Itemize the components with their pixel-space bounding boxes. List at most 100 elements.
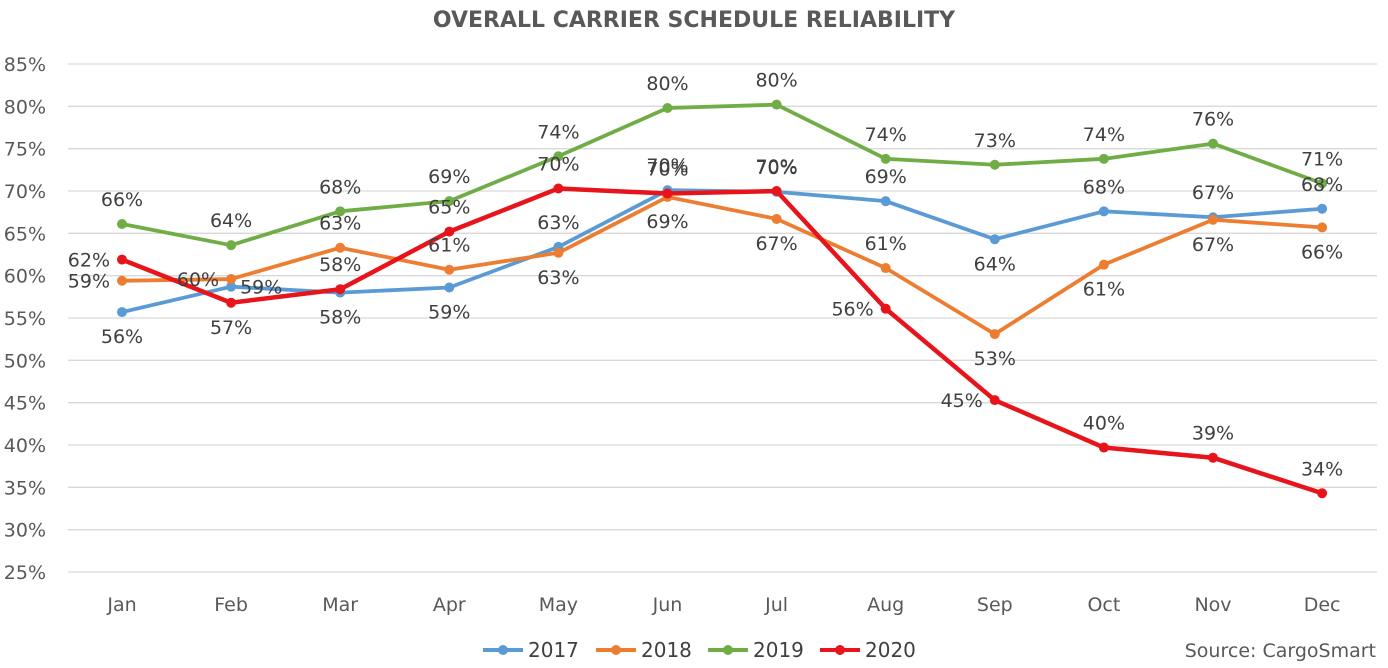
data-point bbox=[989, 329, 1000, 340]
y-tick-label: 60% bbox=[4, 266, 46, 288]
data-point bbox=[880, 196, 891, 207]
data-label: 67% bbox=[1192, 182, 1234, 204]
data-point bbox=[1098, 259, 1109, 270]
data-label: 74% bbox=[537, 121, 579, 143]
data-label: 66% bbox=[1301, 241, 1343, 263]
data-point bbox=[1317, 222, 1328, 233]
data-label: 64% bbox=[974, 253, 1016, 275]
data-label: 74% bbox=[865, 124, 907, 146]
data-point bbox=[335, 284, 346, 295]
data-label: 69% bbox=[646, 211, 688, 233]
legend-swatch-marker bbox=[835, 645, 845, 655]
series-2017 bbox=[117, 185, 1328, 318]
legend-item-2019: 2019 bbox=[708, 638, 804, 662]
data-label: 59% bbox=[240, 277, 282, 299]
legend-swatch-marker bbox=[498, 645, 508, 655]
data-label: 61% bbox=[428, 235, 470, 257]
y-tick-label: 65% bbox=[4, 223, 46, 245]
y-tick-label: 40% bbox=[4, 435, 46, 457]
data-label: 80% bbox=[646, 73, 688, 95]
data-label: 70% bbox=[646, 155, 688, 177]
data-point bbox=[880, 303, 891, 314]
y-tick-label: 25% bbox=[4, 562, 46, 584]
x-axis-ticks: Jan Feb Mar Apr May Jun Jul Aug Sep Oct Nov Dec bbox=[106, 594, 1340, 616]
data-label: 66% bbox=[101, 189, 143, 211]
data-label: 59% bbox=[68, 271, 110, 293]
y-tick-label: 30% bbox=[4, 520, 46, 542]
data-label: 70% bbox=[755, 157, 797, 179]
data-label: 68% bbox=[1301, 174, 1343, 196]
data-point bbox=[226, 274, 237, 285]
x-tick-label: May bbox=[539, 594, 578, 616]
data-labels: 56%59%58% 59%63%70% 70% 69%64%68% 67% 68%59% 6… bbox=[68, 70, 1343, 481]
data-point bbox=[444, 264, 455, 275]
data-point bbox=[553, 151, 564, 162]
data-label: 61% bbox=[865, 233, 907, 255]
x-tick-label: Apr bbox=[433, 594, 466, 616]
data-point bbox=[771, 186, 782, 196]
data-point bbox=[1208, 452, 1218, 463]
x-tick-label: Sep bbox=[977, 594, 1013, 616]
data-point bbox=[1317, 488, 1328, 499]
data-point bbox=[662, 188, 673, 199]
y-tick-label: 80% bbox=[4, 96, 46, 118]
x-tick-label: Jan bbox=[106, 594, 136, 616]
data-label: 45% bbox=[941, 390, 983, 412]
data-point bbox=[1098, 153, 1109, 164]
x-tick-label: Dec bbox=[1304, 594, 1341, 616]
x-tick-label: Mar bbox=[322, 594, 358, 616]
series-2018 bbox=[117, 191, 1328, 340]
data-label: 70% bbox=[646, 159, 688, 181]
data-label: 73% bbox=[974, 130, 1016, 152]
legend-item-2020: 2020 bbox=[820, 638, 916, 662]
data-point bbox=[117, 219, 127, 230]
data-label: 67% bbox=[755, 233, 797, 255]
data-point bbox=[1098, 206, 1109, 217]
legend-label: 2018 bbox=[641, 638, 692, 662]
series-line bbox=[121, 195, 1323, 336]
data-label: 56% bbox=[101, 326, 143, 348]
data-label: 39% bbox=[1192, 423, 1234, 445]
series-2019 bbox=[117, 99, 1328, 251]
data-label: 63% bbox=[537, 267, 579, 289]
data-point bbox=[444, 196, 455, 207]
y-axis-ticks: 25% 30% 35% 40% 45% 50% 55% 60% 65% 70% 75% 80% 85% bbox=[4, 54, 46, 584]
series-2020 bbox=[117, 183, 1328, 499]
data-point bbox=[335, 206, 346, 217]
data-label: 61% bbox=[1083, 279, 1125, 301]
series-lines bbox=[117, 99, 1328, 499]
legend-label: 2020 bbox=[865, 638, 916, 662]
series-line bbox=[121, 186, 1323, 496]
data-point bbox=[444, 226, 455, 237]
data-point bbox=[226, 297, 237, 308]
data-label: 71% bbox=[1301, 148, 1343, 170]
data-label: 34% bbox=[1301, 458, 1343, 480]
x-tick-label: Jun bbox=[652, 594, 683, 616]
x-tick-label: Oct bbox=[1087, 594, 1120, 616]
data-label: 63% bbox=[319, 213, 361, 235]
data-point bbox=[226, 281, 237, 292]
gridlines bbox=[68, 63, 1377, 573]
data-point bbox=[880, 263, 891, 274]
x-tick-label: Jul bbox=[764, 594, 788, 616]
data-point bbox=[1317, 178, 1328, 189]
series-line bbox=[121, 102, 1323, 248]
data-label: 65% bbox=[428, 197, 470, 219]
data-label: 74% bbox=[1083, 124, 1125, 146]
data-label: 76% bbox=[1192, 109, 1234, 131]
data-point bbox=[989, 234, 1000, 245]
legend-label: 2017 bbox=[528, 638, 579, 662]
y-tick-label: 85% bbox=[4, 54, 46, 76]
y-tick-label: 50% bbox=[4, 350, 46, 372]
legend: 2017 2018 2019 2020 bbox=[483, 638, 916, 662]
data-label: 59% bbox=[428, 302, 470, 324]
data-point bbox=[662, 103, 673, 114]
legend-swatch-marker bbox=[723, 645, 733, 655]
data-label: 53% bbox=[974, 348, 1016, 370]
data-point bbox=[771, 99, 782, 110]
data-label: 56% bbox=[831, 299, 873, 321]
data-point bbox=[989, 159, 1000, 170]
data-point bbox=[444, 282, 455, 293]
data-point bbox=[1208, 214, 1218, 225]
